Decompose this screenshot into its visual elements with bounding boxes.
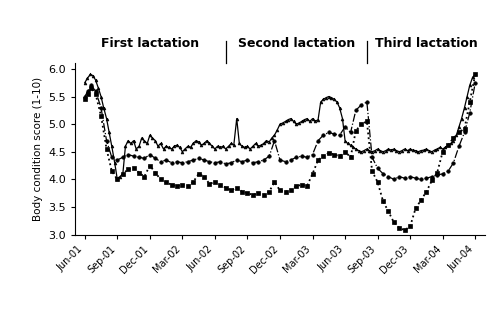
Text: Second lactation: Second lactation xyxy=(238,37,355,50)
Text: Third lactation: Third lactation xyxy=(374,37,478,50)
Text: First lactation: First lactation xyxy=(102,37,200,50)
Y-axis label: Body condition score (1-10): Body condition score (1-10) xyxy=(32,77,42,221)
